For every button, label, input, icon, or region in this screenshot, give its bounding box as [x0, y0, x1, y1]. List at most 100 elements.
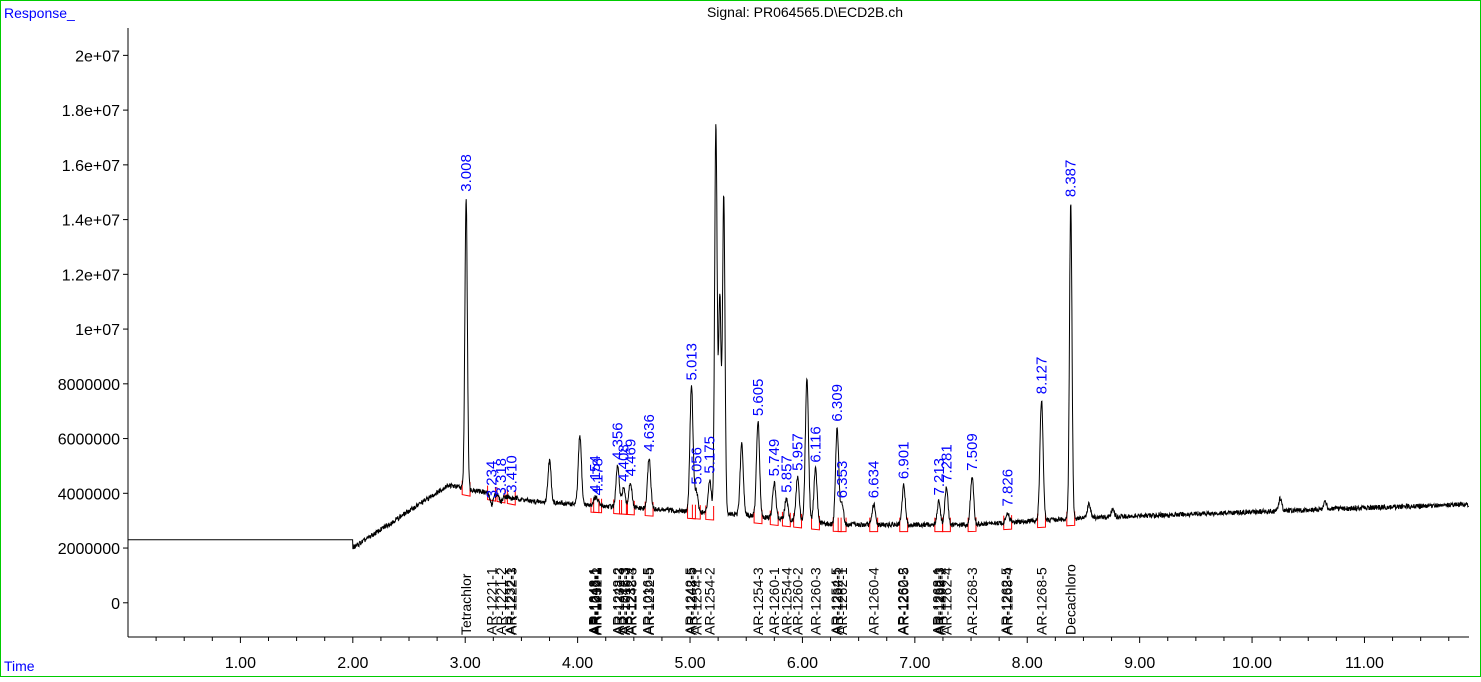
compound-label: AR-1016-3: [617, 567, 633, 635]
y-axis-label: Response_: [4, 5, 75, 21]
retention-time-label: 6.353: [834, 461, 851, 499]
signal-trace: [128, 124, 1470, 550]
retention-time-label: 7.826: [1000, 469, 1017, 507]
compound-label: AR-1268-3: [964, 567, 980, 635]
compound-label: AR-1260-2: [790, 567, 806, 635]
compound-label: AR-1268-4: [1000, 567, 1016, 635]
y-tick-label: 4000000: [58, 486, 120, 503]
compound-label: Decachloro: [1063, 564, 1079, 635]
signal-title: Signal: PR064565.D\ECD2B.ch: [707, 4, 903, 20]
peak-baseline-mark: [811, 515, 820, 531]
compound-label: AR-1268-1: [929, 567, 945, 635]
retention-time-label: 3.410: [503, 455, 520, 493]
compound-label: AR-1232-4: [622, 567, 638, 635]
compound-label: AR-1248-1: [585, 567, 601, 635]
compound-label: AR-1232-1: [502, 567, 518, 635]
retention-time-label: 6.901: [896, 442, 913, 480]
retention-time-label: 8.387: [1063, 160, 1080, 198]
peak-baseline-mark: [832, 517, 842, 533]
retention-time-label: 4.178: [590, 458, 607, 496]
y-tick-label: 1.2e+07: [62, 267, 120, 284]
compound-label: AR-1254-3: [750, 567, 766, 635]
y-tick-label: 6000000: [58, 432, 120, 449]
compound-label: AR-1016-1: [588, 567, 604, 635]
compound-label: AR-1016-5: [639, 567, 655, 635]
y-tick-label: 1.8e+07: [62, 103, 120, 120]
compound-label: AR-1260-5: [896, 567, 912, 635]
retention-time-label: 6.116: [807, 426, 824, 462]
peak-baseline-mark: [461, 480, 471, 497]
x-tick-label: 2.00: [337, 655, 368, 672]
retention-time-label: 3.008: [458, 154, 475, 192]
retention-time-label: 4.408: [615, 444, 632, 482]
y-tick-label: 2e+07: [75, 48, 120, 65]
peak-baseline-mark: [687, 504, 696, 520]
x-tick-label: 5.00: [674, 655, 705, 672]
retention-time-label: 7.509: [964, 433, 981, 471]
compound-label: AR-1260-4: [866, 567, 882, 635]
compound-label: AR-1248-5: [683, 567, 699, 635]
retention-time-label: 5.749: [766, 439, 783, 477]
y-tick-label: 2000000: [58, 541, 120, 558]
y-tick-label: 1.4e+07: [62, 213, 120, 230]
retention-time-label: 5.056: [688, 447, 705, 485]
compound-label: AR-1254-2: [702, 567, 718, 635]
retention-time-label: 4.636: [641, 414, 658, 452]
compound-label: AR-1262-5: [998, 567, 1014, 635]
x-tick-label: 11.00: [1345, 655, 1384, 672]
x-tick-label: 9.00: [1124, 655, 1155, 672]
compound-label: Tetrachlor: [458, 573, 474, 635]
peak-baseline-mark: [1066, 511, 1076, 527]
retention-time-label: 5.605: [750, 379, 767, 417]
compound-label: AR-1262-2: [894, 567, 910, 635]
compound-label: AR-1262-3: [931, 567, 947, 635]
peak-baseline-mark: [899, 517, 909, 533]
compound-label: AR-1242-1: [586, 567, 602, 635]
compound-label: AR-1222-3: [503, 567, 519, 635]
retention-time-label: 3.234: [484, 461, 501, 499]
compound-label: AR-1242-5: [682, 567, 698, 635]
retention-time-label: 4.469: [622, 439, 639, 477]
retention-time-label: 7.213: [931, 458, 948, 496]
compound-label: AR-1232-2: [589, 567, 605, 635]
compound-label: AR-1221-1: [484, 567, 500, 635]
retention-time-label: 5.957: [790, 433, 807, 471]
compound-label: AR-1268-5: [1034, 567, 1050, 635]
x-tick-label: 8.00: [1012, 655, 1043, 672]
retention-time-label: 5.857: [778, 455, 795, 493]
retention-time-label: 5.013: [683, 343, 700, 381]
axes: 0 2000000 4000000 6000000 8000000 1e+07 1.2e+0…: [58, 28, 1469, 672]
x-tick-label: 10.00: [1232, 655, 1272, 672]
retention-time-label: 5.175: [702, 436, 719, 474]
retention-time-label: 4.356: [610, 422, 627, 460]
compound-label: AR-1262-4: [938, 567, 954, 635]
y-tick-label: 1e+07: [75, 322, 120, 339]
compound-label: AR-1248-2: [610, 567, 626, 635]
compound-label: AR-1254-5: [828, 567, 844, 635]
retention-time-label: 6.309: [829, 384, 846, 422]
retention-time-label: 8.127: [1034, 357, 1051, 395]
x-tick-label: 6.00: [787, 655, 818, 672]
compound-label: AR-1262-1: [834, 567, 850, 635]
compound-label: AR-1260-1: [766, 567, 782, 635]
x-axis-label: Time: [4, 658, 35, 674]
compound-label: AR-1232-5: [641, 567, 657, 635]
retention-time-label: 7.281: [938, 444, 955, 482]
retention-time-label: 3.318: [493, 458, 510, 496]
x-tick-label: 7.00: [899, 655, 930, 672]
y-tick-label: 1.6e+07: [62, 158, 120, 175]
x-tick-label: 4.00: [562, 655, 593, 672]
compound-label: AR-1254-1: [688, 567, 704, 635]
peak-baseline-mark: [753, 508, 763, 525]
compound-labels: Tetrachlor AR-1221-1AR-1221-2AR-1232-1AR-…: [458, 564, 1079, 635]
x-tick-label: 3.00: [450, 655, 481, 672]
compound-label: AR-1242-3: [615, 567, 631, 635]
retention-time-label: 4.154: [587, 455, 604, 493]
peak-baseline-mark: [705, 505, 715, 521]
compound-label: AR-1254-4: [778, 567, 794, 635]
peak-baseline-mark: [619, 499, 628, 515]
